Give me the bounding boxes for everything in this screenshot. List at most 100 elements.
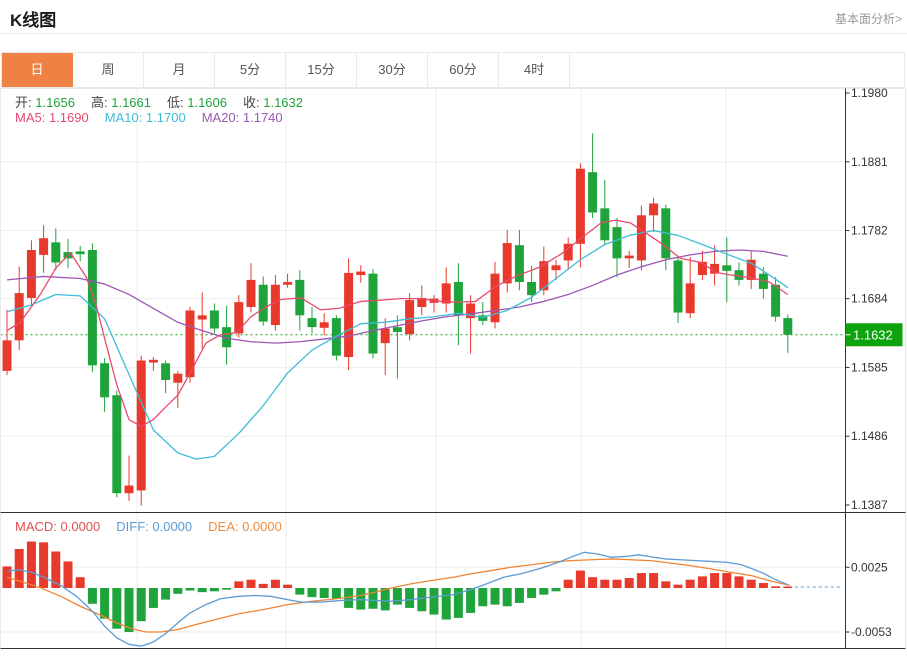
candle-body [173, 373, 183, 383]
macd-bar [466, 588, 476, 613]
macd-bar [697, 576, 707, 588]
candle-body [148, 359, 158, 363]
macd-bar [307, 588, 317, 598]
current-price-badge-text: 1.1632 [853, 327, 893, 342]
price-axis-label: 1.1684 [851, 292, 888, 306]
fundamental-analysis-link[interactable]: 基本面分析> [834, 12, 902, 26]
macd-bar [441, 588, 451, 620]
macd-bar [685, 579, 695, 588]
price-axis-label: 1.1881 [851, 155, 888, 169]
candles-group[interactable] [2, 133, 793, 506]
candle-body [197, 315, 207, 320]
macd-bar [746, 579, 756, 588]
macd-bar [429, 588, 439, 615]
macd-bar [539, 588, 549, 595]
macd-bar [368, 588, 378, 609]
candle-body [380, 328, 390, 344]
macd-bar [344, 588, 354, 608]
macd-bar [26, 541, 36, 588]
candle-body [697, 261, 707, 276]
macd-bar [734, 576, 744, 588]
macd-bar [87, 588, 97, 604]
header-divider [0, 33, 907, 34]
macd-bar [331, 588, 341, 599]
macd-axis-label: -0.0053 [851, 625, 892, 639]
macd-bar [563, 579, 573, 588]
macd-bar [661, 581, 671, 588]
candle-body [539, 261, 549, 291]
macd-bar [612, 579, 622, 588]
macd-bar [356, 588, 366, 610]
macd-hist-group [2, 541, 793, 632]
tab-15分[interactable]: 15分 [286, 53, 357, 87]
candle-body [441, 283, 451, 304]
tab-日[interactable]: 日 [2, 53, 73, 87]
macd-bar [136, 588, 146, 622]
macd-bar [478, 588, 488, 607]
macd-bar [234, 581, 244, 588]
macd-bar [14, 548, 24, 588]
macd-bar [197, 588, 207, 593]
macd-bar [100, 588, 110, 619]
candle-body [234, 302, 244, 334]
macd-bar [63, 561, 73, 588]
macd-bar [710, 573, 720, 588]
candle-body [392, 327, 402, 333]
macd-bar [600, 579, 610, 588]
macd-bar [649, 573, 659, 588]
candle-body [636, 215, 646, 261]
tab-周[interactable]: 周 [73, 53, 144, 87]
candle-body [185, 310, 195, 378]
tab-5分[interactable]: 5分 [215, 53, 286, 87]
candle-body [734, 270, 744, 280]
macd-bar [551, 588, 561, 592]
macd-bar [246, 579, 256, 588]
tab-4时[interactable]: 4时 [499, 53, 570, 87]
macd-bar [185, 588, 195, 591]
macd-bar [51, 551, 61, 588]
ma5-line [6, 219, 789, 428]
candle-body [112, 395, 122, 494]
candle-body [319, 322, 329, 328]
kline-chart-svg[interactable]: 1.1980 1.1881 1.1782 1.1684 1.1585 1.1486 1.13… [0, 86, 907, 651]
macd-bar [380, 588, 390, 611]
candle-body [551, 265, 561, 271]
macd-bar [173, 588, 183, 594]
macd-bar [502, 588, 512, 607]
price-axis-label: 1.1486 [851, 429, 888, 443]
candle-body [722, 265, 732, 271]
macd-bar [514, 588, 524, 603]
tab-60分[interactable]: 60分 [428, 53, 499, 87]
candle-body [758, 273, 768, 289]
tab-30分[interactable]: 30分 [357, 53, 428, 87]
macd-bar [124, 588, 134, 632]
candle-body [75, 251, 85, 255]
current-price-badge [845, 323, 903, 347]
macd-bar [2, 566, 12, 588]
price-axis-label: 1.1585 [851, 360, 888, 374]
candle-body [356, 271, 366, 276]
candle-body [136, 360, 146, 491]
candle-body [100, 363, 110, 398]
macd-bar [270, 579, 280, 588]
candle-body [283, 281, 293, 285]
macd-bar [75, 577, 85, 588]
candle-body [26, 250, 36, 298]
macd-bar [295, 588, 305, 595]
kline-chart[interactable]: 1.1980 1.1881 1.1782 1.1684 1.1585 1.1486 1.13… [0, 86, 907, 651]
candle-body [673, 260, 683, 313]
tab-月[interactable]: 月 [144, 53, 215, 87]
macd-bar [758, 583, 768, 588]
candle-body [575, 168, 585, 244]
candle-body [258, 284, 268, 322]
macd-bar [527, 588, 537, 598]
candle-body [344, 272, 354, 358]
candle-body [453, 281, 463, 316]
interval-tabbar: 日周月 5分 15分 30分 60分 4时 [1, 52, 905, 88]
macd-bar [39, 542, 49, 588]
candle-body [307, 318, 317, 328]
price-axis-label: 1.1782 [851, 224, 888, 238]
candle-body [685, 283, 695, 314]
candle-body [563, 243, 573, 261]
